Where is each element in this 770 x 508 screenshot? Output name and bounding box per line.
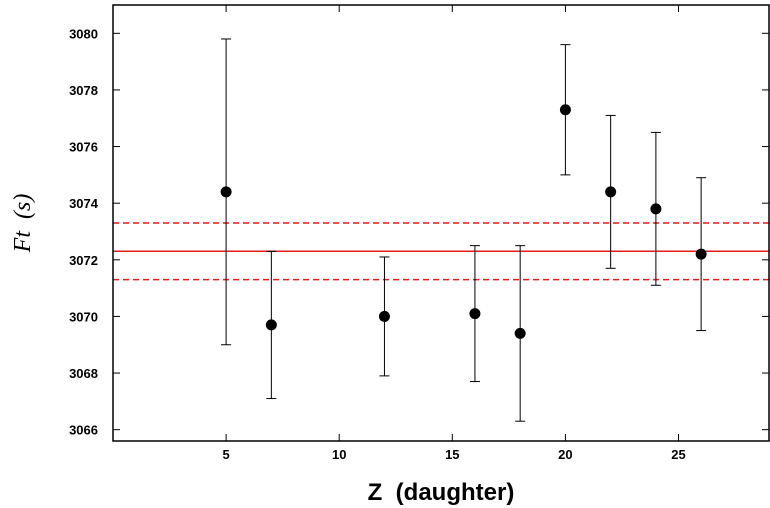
y-tick-label-3074: 3074 bbox=[69, 196, 99, 211]
y-tick-label-3072: 3072 bbox=[69, 253, 98, 268]
data-point-2 bbox=[378, 310, 390, 322]
y-tick-label-3070: 3070 bbox=[69, 309, 98, 324]
plot-frame bbox=[112, 4, 770, 442]
data-point-4 bbox=[514, 327, 526, 339]
y-tick-label-3078: 3078 bbox=[69, 83, 98, 98]
data-point-3 bbox=[469, 308, 481, 320]
data-point-7 bbox=[650, 203, 662, 215]
x-axis-ticks: 5 10 15 20 25 bbox=[222, 5, 686, 462]
y-tick-label-3068: 3068 bbox=[69, 366, 98, 381]
y-tick-label-3066: 3066 bbox=[69, 423, 98, 438]
x-tick-label-15: 15 bbox=[445, 447, 459, 462]
y-tick-label-3080: 3080 bbox=[69, 26, 98, 41]
data-point-5 bbox=[559, 104, 571, 116]
x-tick-label-5: 5 bbox=[222, 447, 229, 462]
reference-lines bbox=[113, 222, 769, 281]
y-axis-ticks: 3066 3068 3070 3072 3074 3076 3078 3080 bbox=[69, 26, 769, 438]
x-tick-label-25: 25 bbox=[671, 447, 685, 462]
data-point-6 bbox=[605, 186, 617, 198]
y-tick-label-3076: 3076 bbox=[69, 140, 98, 155]
data-point-8 bbox=[695, 248, 707, 260]
x-axis-title: Z (daughter) bbox=[368, 479, 515, 506]
data-point-0 bbox=[220, 186, 232, 198]
data-point-1 bbox=[265, 319, 277, 331]
error-bars bbox=[221, 38, 707, 422]
x-tick-label-20: 20 bbox=[558, 447, 572, 462]
y-axis-title: Ft (s) bbox=[10, 194, 36, 254]
x-tick-label-10: 10 bbox=[332, 447, 346, 462]
data-points bbox=[220, 104, 707, 339]
